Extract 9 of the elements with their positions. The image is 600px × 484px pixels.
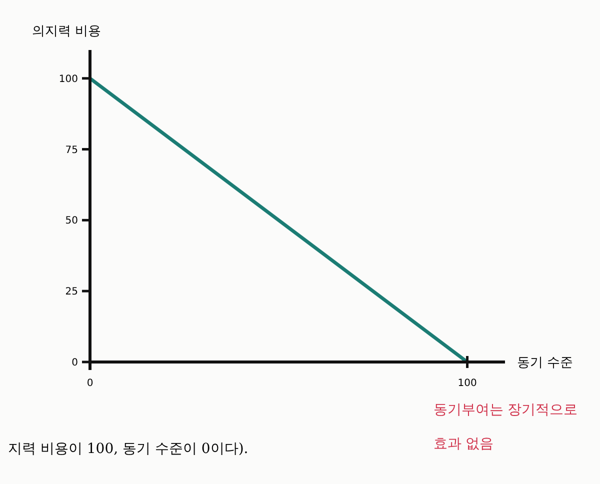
y-axis-title: 의지력 비용: [32, 24, 102, 39]
text: 동기부여는 장기적으로 효과 없음: [433, 402, 578, 452]
y-tick-label: 50: [65, 216, 78, 227]
y-tick-label: 0: [72, 358, 78, 368]
y-tick-label: 75: [65, 144, 78, 156]
text: 지력 비용이 100, 동기 수준이 0이다).: [8, 441, 248, 457]
y-tick-label: 100: [58, 74, 78, 85]
x-axis-title: 동기 수준: [517, 356, 574, 371]
y-tick-label: 25: [65, 286, 78, 298]
